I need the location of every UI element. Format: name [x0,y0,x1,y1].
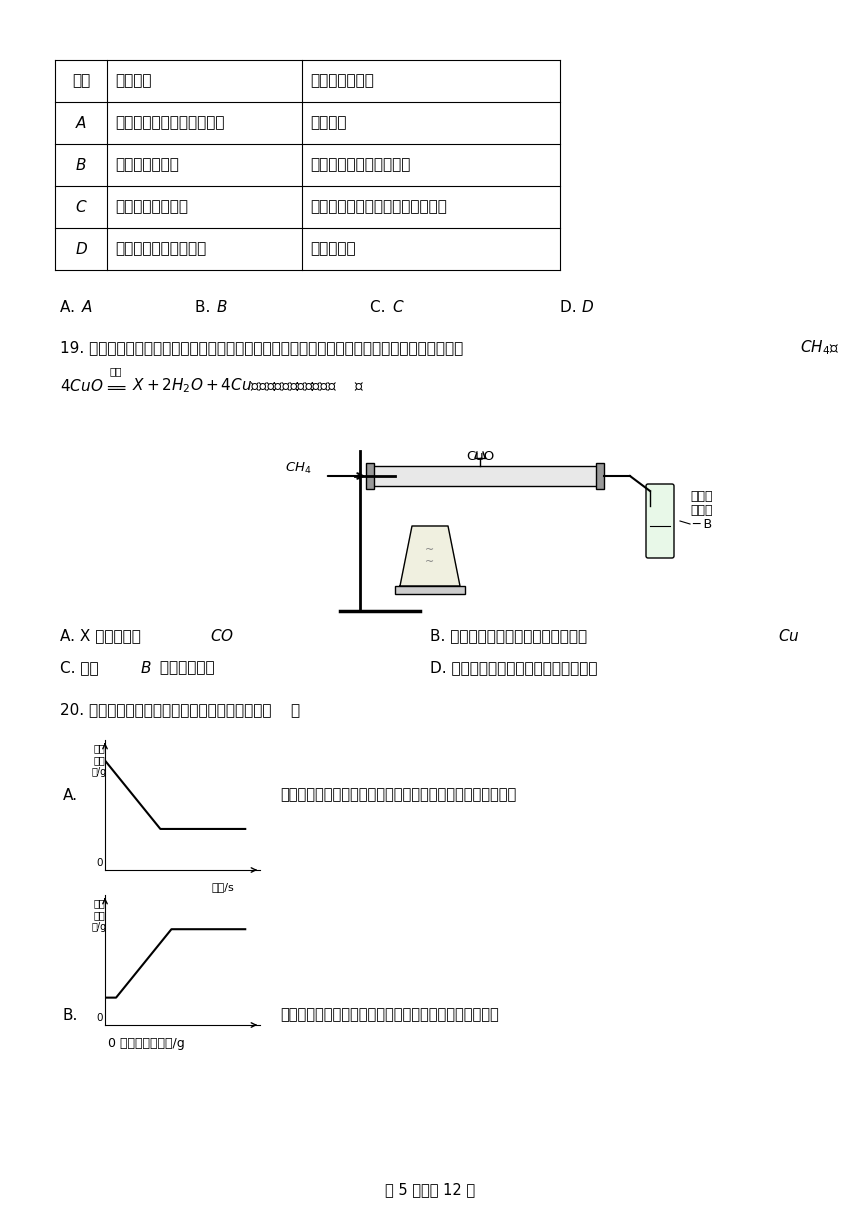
Text: A. X 的化学式为: A. X 的化学式为 [60,629,145,643]
Text: 中液体变浑浊: 中液体变浑浊 [155,660,215,676]
Text: 0: 0 [96,1013,103,1024]
Text: 选项: 选项 [72,73,90,89]
Text: 澄清的: 澄清的 [690,490,712,502]
Text: 收集较纯净的氧气: 收集较纯净的氧气 [115,199,188,214]
Text: B.: B. [63,1008,78,1023]
Text: 0 硫酸铜溶液质量/g: 0 硫酸铜溶液质量/g [108,1036,185,1049]
Text: $CH_4$: $CH_4$ [285,461,311,475]
Text: 往铁粉中逐滴加入硫酸铜溶液，混合物中固体总质量变化: 往铁粉中逐滴加入硫酸铜溶液，混合物中固体总质量变化 [280,1008,499,1023]
Bar [366,463,374,489]
Text: D: D [582,300,593,315]
Text: 实验操作或方法: 实验操作或方法 [310,73,374,89]
Text: $CO$: $CO$ [210,627,234,644]
Text: 固体
的质
量/g: 固体 的质 量/g [92,899,108,931]
Text: $X + 2H_2O + 4Cu$。则下列说法正确的是（    ）: $X + 2H_2O + 4Cu$。则下列说法正确的是（ ） [132,377,364,395]
Text: $CH_4$＋: $CH_4$＋ [800,338,839,358]
Text: C: C [392,300,402,315]
Text: A: A [82,300,92,315]
Text: D.: D. [560,300,581,315]
Text: $Cu$: $Cu$ [778,627,800,644]
Text: B: B [217,300,228,315]
Text: A: A [76,116,86,130]
Text: CuO: CuO [466,450,494,462]
Text: 品尝味道: 品尝味道 [310,116,347,130]
Text: 0: 0 [96,858,103,868]
Text: B. 反应中化合价发生改变的元素只有: B. 反应中化合价发生改变的元素只有 [430,629,592,643]
Text: 分别伸入带火星的小木条: 分别伸入带火星的小木条 [310,158,410,173]
Text: 高温: 高温 [110,366,122,376]
Text: 实验目的: 实验目的 [115,73,151,89]
Text: 时间/s: 时间/s [212,882,235,893]
Text: 导管口刚冒气泡时，立即开始收集: 导管口刚冒气泡时，立即开始收集 [310,199,447,214]
Text: C: C [76,199,86,214]
Text: 给固体加热: 给固体加热 [310,242,356,257]
Text: 19. 小明查阅资料后得知，甲烷可还原氧化铜，他用如图所示装置进行实验。反应的化学方程式为: 19. 小明查阅资料后得知，甲烷可还原氧化铜，他用如图所示装置进行实验。反应的化… [60,340,464,355]
Text: ~
~: ~ ~ [426,545,434,567]
Text: 石灰水: 石灰水 [690,505,712,518]
Text: A.: A. [60,300,80,315]
Text: ══: ══ [107,381,125,395]
Text: 鉴别空气和氧气: 鉴别空气和氧气 [115,158,179,173]
Text: ─ B: ─ B [692,518,712,530]
Text: B: B [76,158,86,173]
Text: C.: C. [370,300,390,315]
Text: 鉴别实验室中的食盐和蔗糖: 鉴别实验室中的食盐和蔗糖 [115,116,224,130]
Text: C. 试管: C. 试管 [60,660,103,676]
Text: B.: B. [195,300,215,315]
Text: D. 实验过程中先点燃酒精灯再通入甲烷: D. 实验过程中先点燃酒精灯再通入甲烷 [430,660,598,676]
Polygon shape [400,527,460,586]
FancyBboxPatch shape [646,484,674,558]
Text: 除去氯酸钾中的氯化钾: 除去氯酸钾中的氯化钾 [115,242,206,257]
Bar [370,466,600,486]
Text: 第 5 页，共 12 页: 第 5 页，共 12 页 [385,1182,475,1198]
Text: D: D [75,242,87,257]
Text: $4CuO$: $4CuO$ [60,378,103,394]
Text: 固体
的质
量/g: 固体 的质 量/g [92,743,108,777]
Text: $B$: $B$ [140,660,151,676]
Text: 加热高锰酸钾制氧气，随着反应的进行试管内固体的质量变化: 加热高锰酸钾制氧气，随着反应的进行试管内固体的质量变化 [280,788,516,803]
Bar [596,463,604,489]
Text: A.: A. [63,788,78,803]
Bar [395,586,465,593]
Text: 20. 如图所示的图象不能正确反映的变化关系是（    ）: 20. 如图所示的图象不能正确反映的变化关系是（ ） [60,703,300,717]
